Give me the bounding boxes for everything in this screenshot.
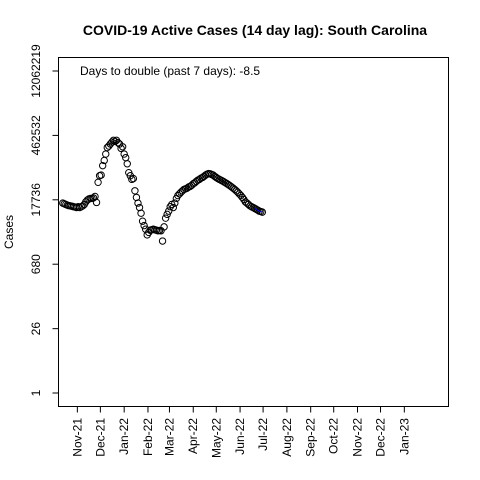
data-point — [160, 223, 168, 231]
data-point — [120, 150, 128, 158]
data-point — [109, 136, 118, 145]
data-point — [166, 203, 174, 211]
data-point — [92, 198, 101, 207]
y-tick-label: 12062219 — [29, 44, 43, 98]
data-point — [131, 187, 139, 195]
x-tick-label: Feb-22 — [141, 418, 155, 456]
x-axis: Nov-21 Dec-21 Jan-22 Feb-22 Mar-22 Apr-22 May-… — [70, 406, 411, 458]
annotation: Days to double (past 7 days): -8.5 — [80, 64, 260, 78]
x-tick-label: Jan-23 — [397, 418, 411, 455]
y-tick-label: 1 — [29, 389, 43, 396]
x-tick-label: Jun-22 — [233, 418, 247, 455]
x-tick-label: Aug-22 — [280, 418, 294, 457]
x-tick-label: Sep-22 — [304, 418, 318, 457]
data-points — [59, 136, 267, 245]
data-point — [98, 161, 107, 170]
data-point — [118, 143, 127, 151]
x-tick-label: Jul-22 — [256, 418, 270, 451]
x-tick-label: Mar-22 — [162, 418, 176, 456]
data-point — [171, 199, 179, 207]
data-point — [258, 208, 267, 216]
data-point — [134, 199, 142, 207]
x-tick-label: Nov-22 — [351, 418, 365, 457]
x-tick-label: Apr-22 — [186, 418, 200, 454]
x-tick-label: Nov-21 — [70, 418, 84, 457]
data-point — [97, 171, 105, 179]
x-tick-label: Dec-22 — [374, 418, 388, 457]
y-tick-label: 17736 — [29, 183, 43, 217]
data-point — [164, 207, 173, 215]
data-point — [123, 160, 131, 168]
x-tick-label: May-22 — [209, 418, 223, 458]
trend-line — [254, 207, 263, 213]
y-tick-label: 462532 — [29, 115, 43, 155]
data-point — [94, 178, 102, 187]
data-point — [137, 209, 145, 217]
data-point — [129, 174, 138, 183]
chart-title: COVID-19 Active Cases (14 day lag): Sout… — [83, 22, 427, 38]
data-point — [102, 150, 110, 158]
y-tick-label: 680 — [29, 254, 43, 274]
data-point — [169, 203, 177, 212]
data-point — [117, 144, 125, 153]
data-point — [158, 237, 167, 245]
data-point — [138, 217, 147, 225]
data-point — [114, 138, 122, 147]
y-axis-label: Cases — [2, 215, 16, 249]
x-tick-label: Dec-21 — [93, 418, 107, 457]
data-point — [161, 214, 170, 222]
x-tick-label: Jan-22 — [117, 418, 131, 455]
x-tick-label: Oct-22 — [327, 418, 341, 454]
y-axis: 1 26 680 17736 462532 12062219 — [29, 44, 59, 396]
y-tick-label: 26 — [29, 322, 43, 336]
data-point — [140, 221, 148, 230]
plot-area — [58, 57, 449, 407]
